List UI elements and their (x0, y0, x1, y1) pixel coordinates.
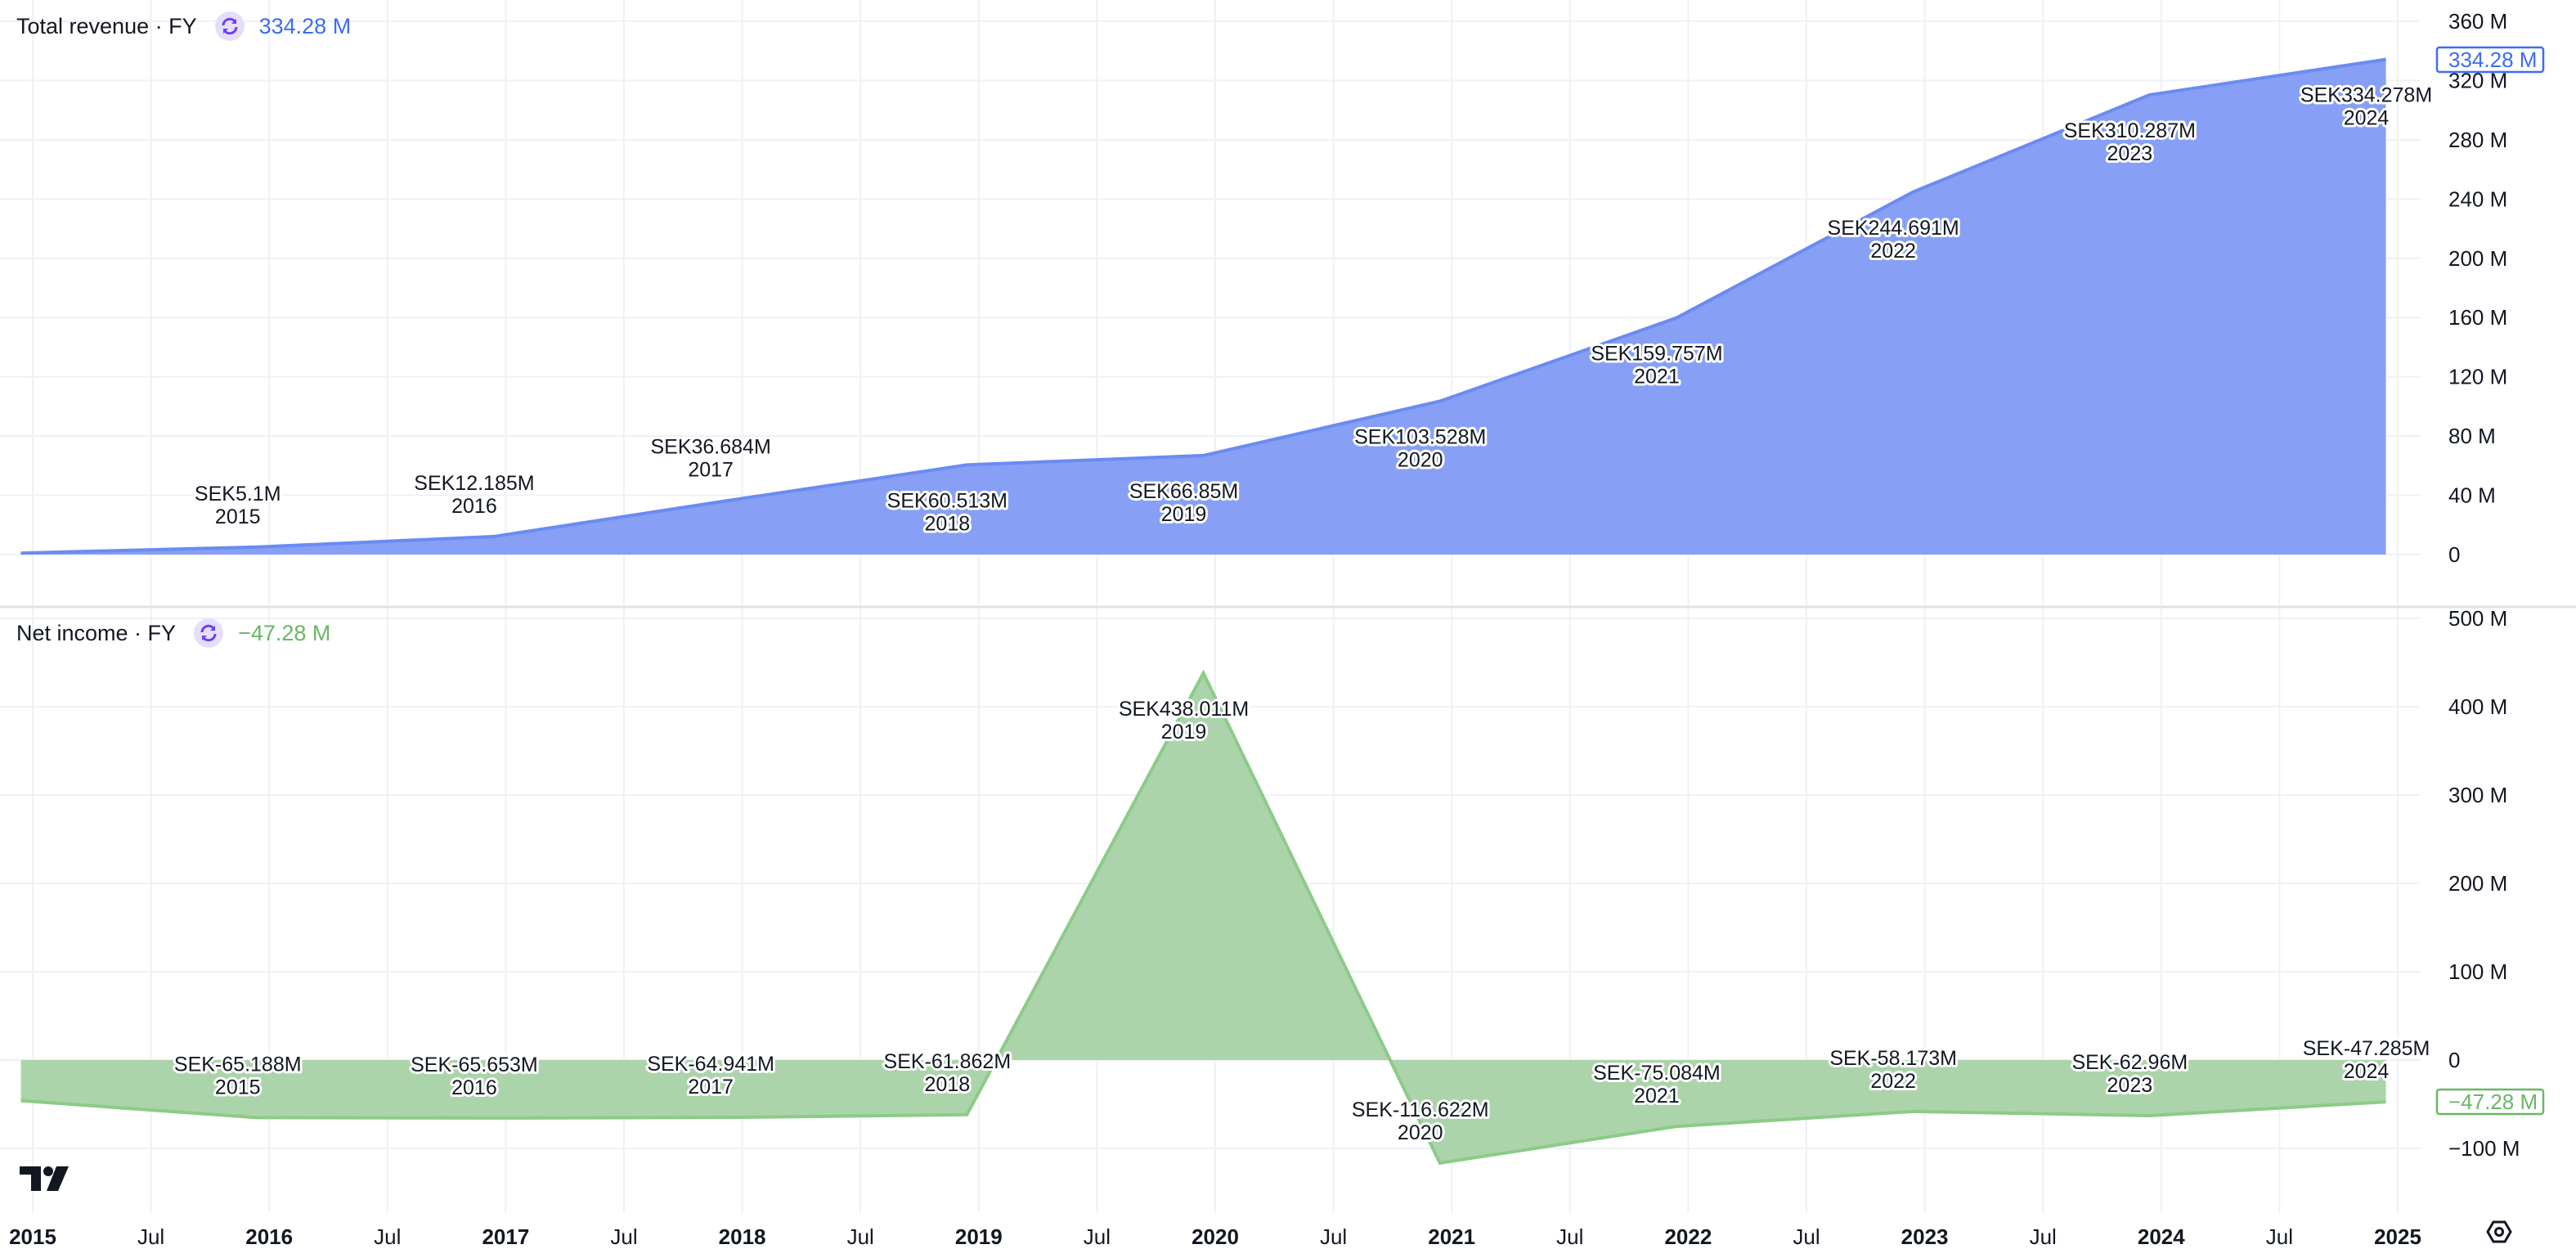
refresh-icon[interactable] (214, 11, 245, 41)
y-axis-tick-label: 500 M (2448, 606, 2507, 631)
data-value-label: SEK-65.653M (411, 1054, 538, 1076)
y-axis-tick-label: 100 M (2448, 959, 2507, 984)
net-income-last-value: −47.28 M (238, 620, 331, 645)
revenue-title: Total revenue · FY (16, 13, 197, 38)
revenue-legend[interactable]: Total revenue · FY 334.28 M (16, 10, 351, 43)
data-value-label: SEK-75.084M (1593, 1062, 1721, 1085)
price-tag-label: −47.28 M (2448, 1090, 2538, 1114)
data-year-label: 2019 (1161, 503, 1207, 526)
data-value-label: SEK66.85M (1129, 480, 1238, 503)
data-value-label: SEK159.757M (1591, 343, 1722, 366)
data-year-label: 2020 (1398, 1121, 1443, 1144)
revenue-last-value: 334.28 M (258, 13, 352, 38)
data-value-label: SEK310.287M (2064, 119, 2196, 142)
y-axis-tick-label: 0 (2448, 1048, 2460, 1072)
time-axis-label: Jul (2030, 1224, 2057, 1249)
data-year-label: 2022 (1870, 240, 1916, 263)
time-axis-label: Jul (137, 1224, 164, 1249)
time-axis-label: Jul (1556, 1224, 1583, 1249)
settings-gear-icon[interactable] (2486, 1220, 2512, 1243)
data-value-label: SEK244.691M (1828, 217, 1959, 240)
y-axis-tick-label: 0 (2448, 542, 2460, 567)
time-axis-label: 2022 (1664, 1224, 1712, 1249)
data-year-label: 2015 (215, 1076, 261, 1099)
data-value-label: SEK438.011M (1119, 698, 1249, 721)
y-axis-tick-label: 280 M (2448, 128, 2507, 152)
refresh-icon[interactable] (194, 618, 224, 648)
data-year-label: 2022 (1870, 1070, 1916, 1093)
data-year-label: 2021 (1634, 1085, 1680, 1107)
data-value-label: SEK5.1M (195, 483, 281, 505)
time-axis-label: 2025 (2374, 1224, 2421, 1249)
time-axis-label: Jul (610, 1224, 637, 1249)
data-labels: SEK5.1M2015SEK12.185M2016SEK36.684M2017S… (172, 82, 2435, 1147)
data-year-label: 2023 (2107, 142, 2153, 165)
time-axis-label: Jul (1793, 1224, 1820, 1249)
time-axis-label: 2015 (9, 1224, 56, 1249)
data-year-label: 2016 (451, 495, 497, 518)
time-axis-label: 2019 (955, 1224, 1003, 1249)
y-axis-tick-label: 40 M (2448, 483, 2496, 508)
data-value-label: SEK-116.622M (1352, 1099, 1489, 1121)
net-income-title: Net income · FY (16, 620, 177, 645)
y-axis-tick-label: 240 M (2448, 186, 2507, 211)
time-axis-label: 2018 (719, 1224, 766, 1249)
data-year-label: 2024 (2344, 107, 2390, 130)
data-year-label: 2024 (2344, 1060, 2390, 1083)
y-axis-tick-label: 80 M (2448, 424, 2496, 448)
data-value-label: SEK-61.862M (884, 1050, 1012, 1073)
time-axis-label: 2017 (482, 1224, 529, 1249)
data-year-label: 2020 (1398, 449, 1443, 472)
data-year-label: 2019 (1161, 721, 1207, 744)
time-axis-label: Jul (2266, 1224, 2293, 1249)
y-axis-tick-label: 400 M (2448, 694, 2507, 719)
time-axis-label: 2016 (245, 1224, 293, 1249)
data-year-label: 2015 (215, 505, 261, 528)
y-axis-tick-label: 160 M (2448, 305, 2507, 330)
time-axis-label: 2024 (2138, 1224, 2185, 1249)
y-axis-tick-label: 360 M (2448, 9, 2507, 34)
data-value-label: SEK334.278M (2300, 84, 2432, 107)
data-year-label: 2016 (451, 1076, 497, 1099)
data-value-label: SEK-64.941M (647, 1053, 774, 1076)
data-value-label: SEK-62.96M (2071, 1051, 2188, 1074)
net-income-area (20, 672, 2386, 1163)
time-axis-label: 2021 (1428, 1224, 1475, 1249)
data-year-label: 2021 (1634, 366, 1680, 389)
y-axis-tick-label: 200 M (2448, 246, 2507, 271)
price-tag-box (2435, 46, 2545, 74)
time-axis-label: Jul (847, 1224, 874, 1249)
price-tag-box (2435, 1088, 2545, 1116)
data-value-label: SEK12.185M (414, 472, 534, 495)
net-income-legend[interactable]: Net income · FY −47.28 M (16, 617, 330, 649)
data-value-label: SEK-58.173M (1829, 1047, 1957, 1070)
y-axis-tick-label: 200 M (2448, 871, 2507, 896)
time-axis-label: Jul (1320, 1224, 1347, 1249)
data-value-label: SEK36.684M (650, 436, 770, 459)
data-value-label: SEK60.513M (887, 489, 1008, 512)
series-layer (20, 57, 2386, 1166)
y-axis-tick-label: 120 M (2448, 365, 2507, 389)
data-value-label: SEK-65.188M (174, 1053, 302, 1076)
data-value-label: SEK-47.285M (2303, 1037, 2430, 1060)
time-axis-label: 2023 (1901, 1224, 1949, 1249)
time-axis-label: 2020 (1192, 1224, 1239, 1249)
time-axis-label: Jul (374, 1224, 401, 1249)
data-value-label: SEK103.528M (1354, 426, 1486, 449)
data-year-label: 2018 (925, 512, 971, 535)
y-axis-tick-label: −100 M (2448, 1136, 2520, 1161)
tradingview-logo[interactable] (20, 1166, 69, 1191)
price-tag-label: 334.28 M (2448, 47, 2537, 72)
data-year-label: 2023 (2107, 1074, 2153, 1097)
axes: 2015 Jul 2016 Jul 2017 Jul 2018 Jul 2019 Jul 2020 J… (9, 9, 2545, 1249)
revenue-area (20, 59, 2386, 555)
data-year-label: 2017 (688, 459, 734, 482)
data-year-label: 2018 (925, 1073, 971, 1096)
data-year-label: 2017 (688, 1076, 734, 1099)
y-axis-tick-label: 300 M (2448, 783, 2507, 807)
time-axis-label: Jul (1084, 1224, 1111, 1249)
